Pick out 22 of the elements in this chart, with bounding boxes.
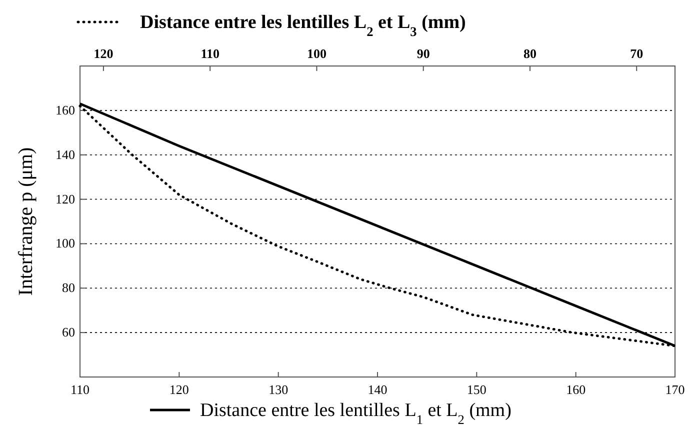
x-axis-title: Distance entre les lentilles L$_{1}$ et L$_{2}$ (mm) xyxy=(200,400,512,426)
x2-tick-label: 90 xyxy=(416,46,430,61)
x-tick-label: 140 xyxy=(368,382,388,397)
x2-tick-label: 100 xyxy=(306,46,326,61)
y-tick-label: 100 xyxy=(56,236,75,251)
x-tick-label: 110 xyxy=(70,382,90,397)
x2-tick-label: 70 xyxy=(630,46,644,61)
y-tick-label: 120 xyxy=(56,191,75,206)
x-tick-label: 170 xyxy=(665,382,685,397)
x2-tick-label: 110 xyxy=(200,46,220,61)
y-tick-label: 160 xyxy=(56,102,75,118)
y-axis-title: Interfrange p (μm) xyxy=(15,147,37,296)
y-tick-label: 80 xyxy=(62,280,75,296)
y-tick-label: 60 xyxy=(62,324,75,340)
x-tick-label: 160 xyxy=(566,382,586,397)
y-tick-label: 140 xyxy=(56,146,75,162)
x2-tick-label: 120 xyxy=(94,46,114,61)
x-tick-label: 150 xyxy=(466,382,486,397)
x-tick-label: 130 xyxy=(268,382,288,397)
x-tick-label: 120 xyxy=(169,382,189,397)
x2-tick-label: 80 xyxy=(523,46,536,61)
x2-axis-title: Distance entre les lentilles L$_{2}$ et L$_{3}$ (mm) xyxy=(140,12,466,38)
